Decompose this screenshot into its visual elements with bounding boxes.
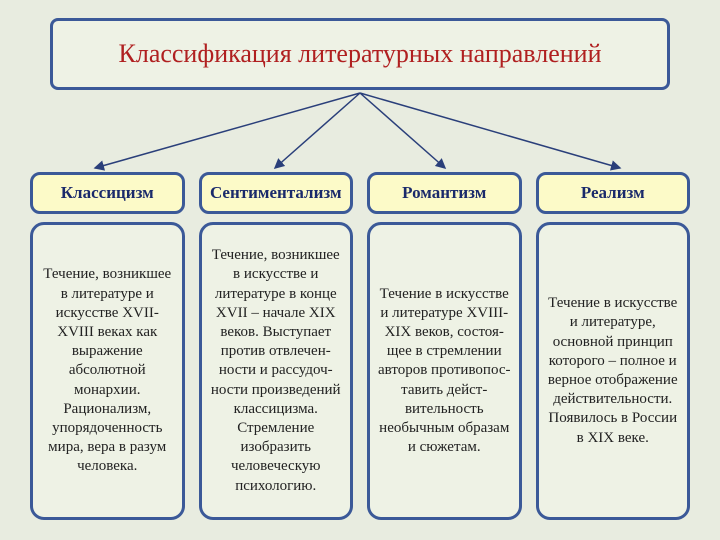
label-text: Реализм bbox=[581, 183, 645, 202]
desc-realism: Течение в искусстве и литературе, основн… bbox=[536, 222, 691, 520]
desc-classicism: Течение, возникшее в литературе и искусс… bbox=[30, 222, 185, 520]
labels-row: Классицизм Сентиментализм Романтизм Реал… bbox=[30, 172, 690, 214]
label-text: Сентиментализм bbox=[210, 183, 342, 202]
desc-text: Течение, возникшее в искусстве и литерат… bbox=[208, 246, 345, 495]
label-romanticism: Романтизм bbox=[367, 172, 522, 214]
label-sentimentalism: Сентиментализм bbox=[199, 172, 354, 214]
label-text: Романтизм bbox=[402, 183, 486, 202]
label-realism: Реализм bbox=[536, 172, 691, 214]
desc-text: Течение, возникшее в литературе и искусс… bbox=[39, 265, 176, 476]
desc-text: Течение в искусстве и литературе, основн… bbox=[545, 294, 682, 448]
label-text: Классицизм bbox=[61, 183, 154, 202]
desc-row: Течение, возникшее в литературе и искусс… bbox=[30, 222, 690, 520]
desc-romanticism: Течение в искусстве и литературе XVIII-X… bbox=[367, 222, 522, 520]
desc-text: Течение в искусстве и литературе XVIII-X… bbox=[376, 285, 513, 458]
label-classicism: Классицизм bbox=[30, 172, 185, 214]
title-text: Классификация литературных направлений bbox=[119, 38, 602, 69]
title-box: Классификация литературных направлений bbox=[50, 18, 670, 90]
desc-sentimentalism: Течение, возникшее в искусстве и литерат… bbox=[199, 222, 354, 520]
